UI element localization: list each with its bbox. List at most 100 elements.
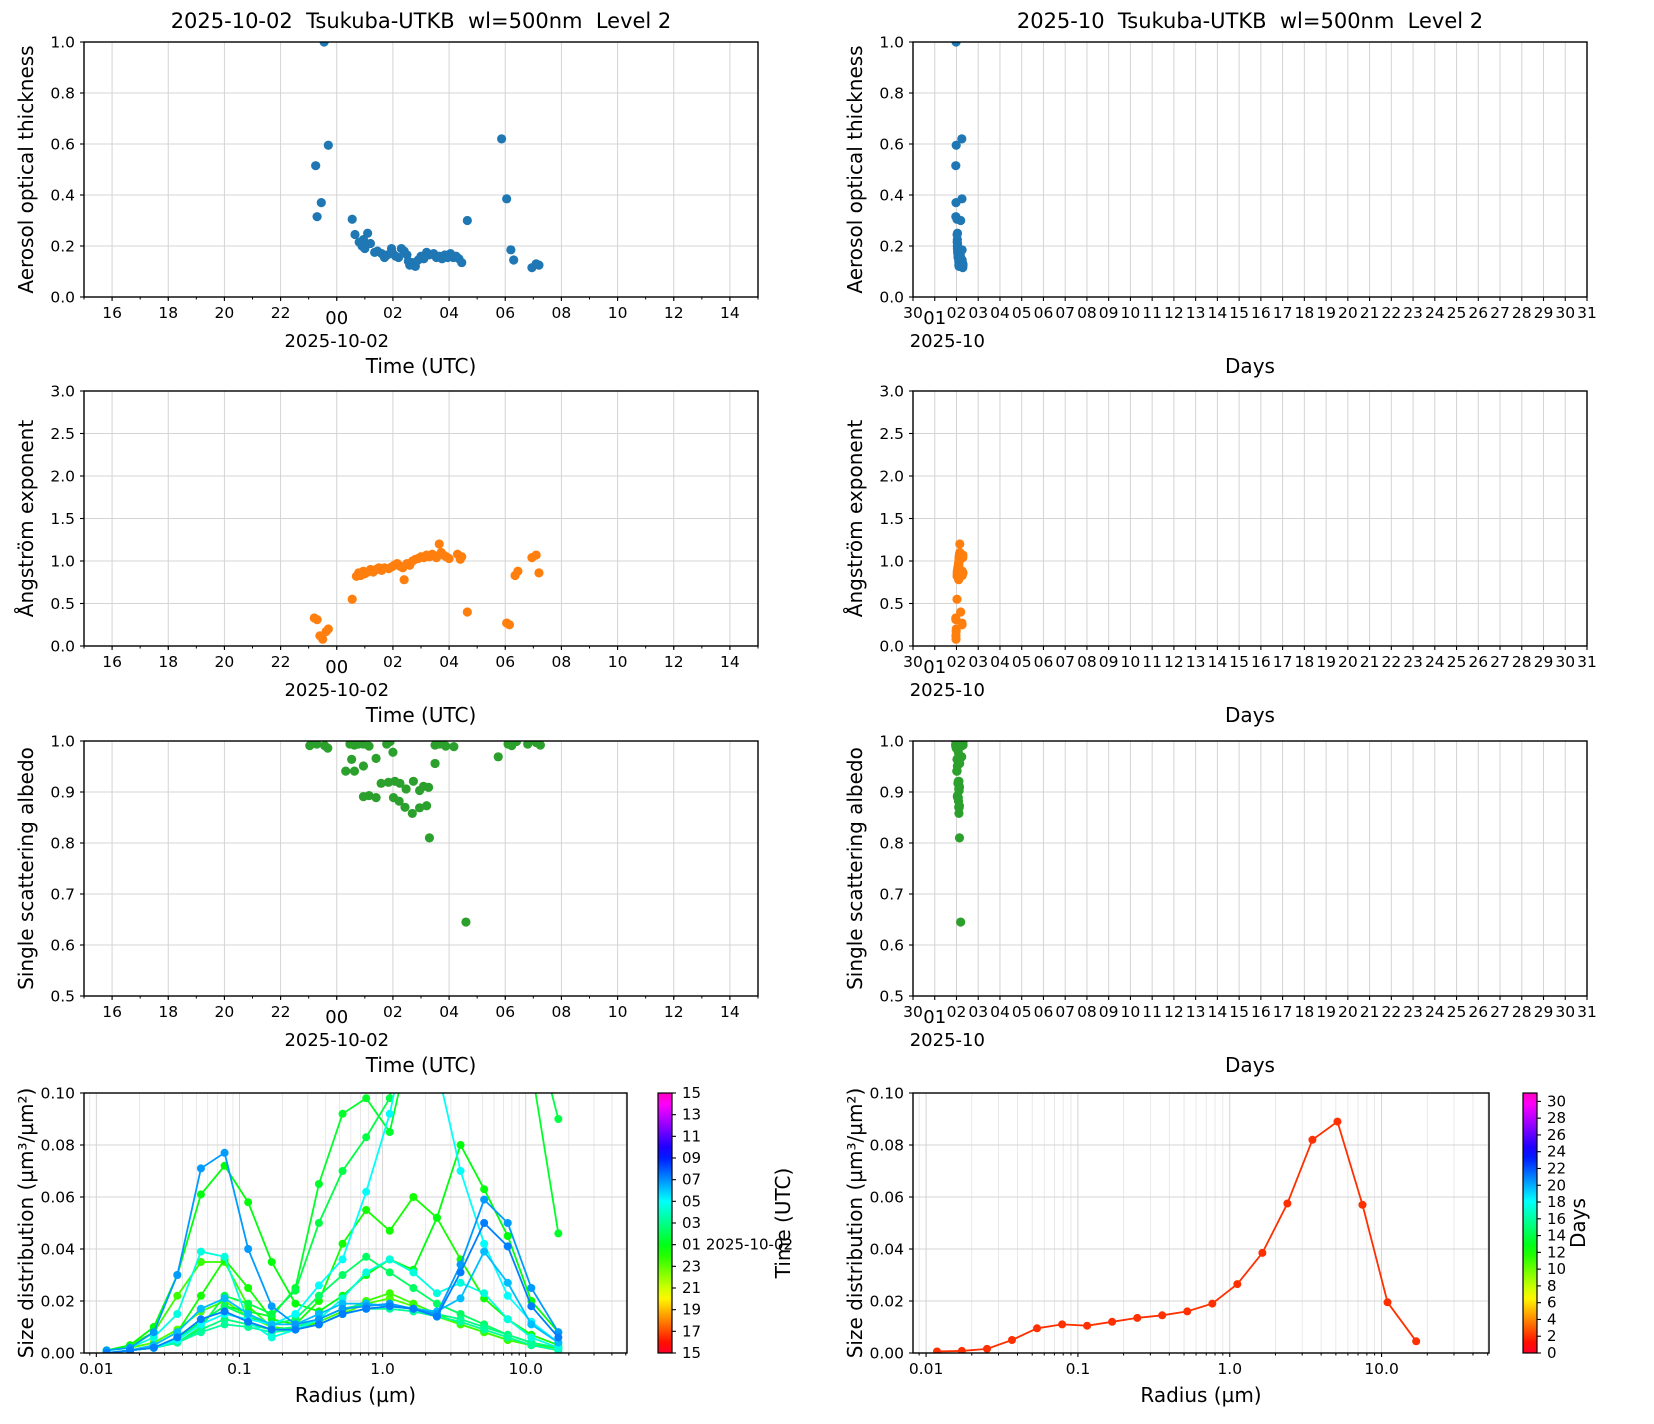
y-tick-label: 2.0 bbox=[50, 468, 75, 486]
data-point bbox=[956, 607, 966, 617]
x-tick-label: 05 bbox=[1012, 1003, 1032, 1021]
line-marker bbox=[385, 1255, 394, 1264]
colorbar-tick-label: 17 bbox=[682, 1322, 701, 1340]
y-tick-label: 0.6 bbox=[879, 136, 904, 154]
y-tick-label: 0.0 bbox=[50, 289, 75, 307]
x-tick-label: 03 bbox=[968, 304, 988, 322]
x-tick-label: 26 bbox=[1468, 1003, 1488, 1021]
x-tick-label: 12 bbox=[1164, 304, 1184, 322]
y-tick-label: 2.0 bbox=[879, 468, 904, 486]
x-tick-label: 29 bbox=[1534, 304, 1554, 322]
data-point bbox=[399, 575, 409, 585]
x-tick-label: 28 bbox=[1512, 1003, 1532, 1021]
y-tick-label: 0.8 bbox=[50, 835, 75, 853]
x-tick-label: 14 bbox=[1208, 1003, 1228, 1021]
data-point bbox=[952, 228, 963, 238]
line-marker bbox=[457, 829, 465, 837]
data-point bbox=[414, 803, 425, 813]
x-tick-label: 01 bbox=[923, 1007, 946, 1028]
data-line bbox=[106, 1249, 559, 1353]
line-marker bbox=[503, 1278, 512, 1287]
data-point bbox=[341, 766, 351, 776]
line-marker bbox=[385, 1289, 394, 1298]
line-marker bbox=[362, 1252, 371, 1261]
x-tick-label: 09 bbox=[1099, 653, 1119, 671]
x-tick-label: 16 bbox=[1251, 653, 1271, 671]
data-point bbox=[364, 790, 374, 801]
colorbar-gradient bbox=[1522, 1092, 1538, 1354]
colorbar-tick-label: 15 bbox=[682, 1084, 701, 1102]
x-tick-label: 01 bbox=[923, 657, 946, 678]
x-tick-label: 09 bbox=[1099, 304, 1119, 322]
data-point bbox=[511, 741, 522, 747]
line-marker bbox=[409, 1193, 418, 1201]
x-tick-label: 30 bbox=[1555, 304, 1575, 322]
line-marker bbox=[314, 1320, 323, 1329]
x-tick-label: 00 bbox=[325, 1007, 348, 1028]
data-point bbox=[347, 754, 357, 764]
line-marker bbox=[1083, 1321, 1092, 1330]
line-marker bbox=[220, 1252, 229, 1261]
y-tick-label: 0.0 bbox=[879, 638, 904, 656]
data-point bbox=[957, 134, 967, 144]
y-tick-label: 0.04 bbox=[40, 1241, 75, 1259]
line-marker bbox=[173, 1333, 182, 1342]
colorbar-tick-label: 05 bbox=[682, 1192, 701, 1210]
x-tick-label: 06 bbox=[1034, 653, 1054, 671]
y-tick-label: 0.6 bbox=[50, 136, 75, 154]
colorbar-time: 15 17 19 21 23 01 2025-10-02 03 05 07 09 11 13 15 Tim… bbox=[657, 1084, 795, 1362]
x-tick-label: 21 bbox=[1360, 653, 1380, 671]
line-marker bbox=[432, 1213, 441, 1222]
y-axis-label: Size distribution (µm³/µm²) bbox=[14, 1088, 38, 1359]
y-tick-label: 1.0 bbox=[50, 34, 75, 52]
colorbar-tick-label: 14 bbox=[1547, 1227, 1566, 1245]
scatter-points bbox=[951, 42, 968, 273]
data-point bbox=[457, 257, 467, 268]
line-marker bbox=[527, 1011, 535, 1019]
x-tick-label: 00 bbox=[325, 308, 348, 329]
x-tick-label: 04 bbox=[990, 653, 1010, 671]
x-axis-date: 2025-10-02 bbox=[284, 331, 389, 352]
colorbar-tick-label: 09 bbox=[682, 1149, 701, 1167]
plot-border bbox=[83, 41, 759, 298]
data-point bbox=[349, 741, 359, 747]
plot-border bbox=[83, 740, 759, 997]
data-point bbox=[531, 550, 541, 560]
x-tick-label: 20 bbox=[215, 1003, 235, 1021]
x-tick-label: 24 bbox=[1425, 304, 1445, 322]
data-line bbox=[106, 1221, 560, 1353]
line-marker bbox=[314, 1281, 323, 1290]
y-tick-label: 0.4 bbox=[879, 187, 904, 205]
y-tick-label: 0.9 bbox=[879, 784, 904, 802]
x-tick-label: 02 bbox=[947, 1003, 967, 1021]
data-point bbox=[319, 42, 329, 47]
line-marker bbox=[554, 1229, 563, 1238]
line-marker bbox=[433, 751, 441, 759]
x-tick-label: 19 bbox=[1316, 653, 1336, 671]
line-marker bbox=[480, 1247, 489, 1256]
line-marker bbox=[314, 1291, 323, 1300]
x-tick-label: 25 bbox=[1447, 304, 1467, 322]
line-marker bbox=[503, 1333, 512, 1342]
line-series bbox=[102, 751, 563, 1353]
y-tick-label: 1.5 bbox=[879, 510, 904, 528]
data-point bbox=[504, 620, 515, 630]
line-marker bbox=[173, 1310, 182, 1318]
line-marker bbox=[503, 1232, 512, 1240]
x-tick-label: 27 bbox=[1490, 1003, 1510, 1021]
line-marker bbox=[1007, 1336, 1016, 1344]
scatter-points bbox=[311, 42, 544, 273]
line-marker bbox=[503, 1291, 512, 1300]
x-tick-label: 02 bbox=[383, 304, 403, 322]
line-marker bbox=[480, 881, 488, 889]
x-tick-label: 29 bbox=[1534, 1003, 1554, 1021]
x-tick-label: 19 bbox=[1316, 304, 1336, 322]
x-tick-label: 26 bbox=[1468, 653, 1488, 671]
x-tick-label: 12 bbox=[1164, 653, 1184, 671]
data-point bbox=[957, 245, 967, 255]
line-marker bbox=[1033, 1324, 1042, 1333]
line-marker bbox=[385, 1302, 394, 1311]
data-line bbox=[106, 1093, 560, 1353]
line-marker bbox=[244, 1245, 253, 1253]
line-marker bbox=[173, 1271, 182, 1279]
